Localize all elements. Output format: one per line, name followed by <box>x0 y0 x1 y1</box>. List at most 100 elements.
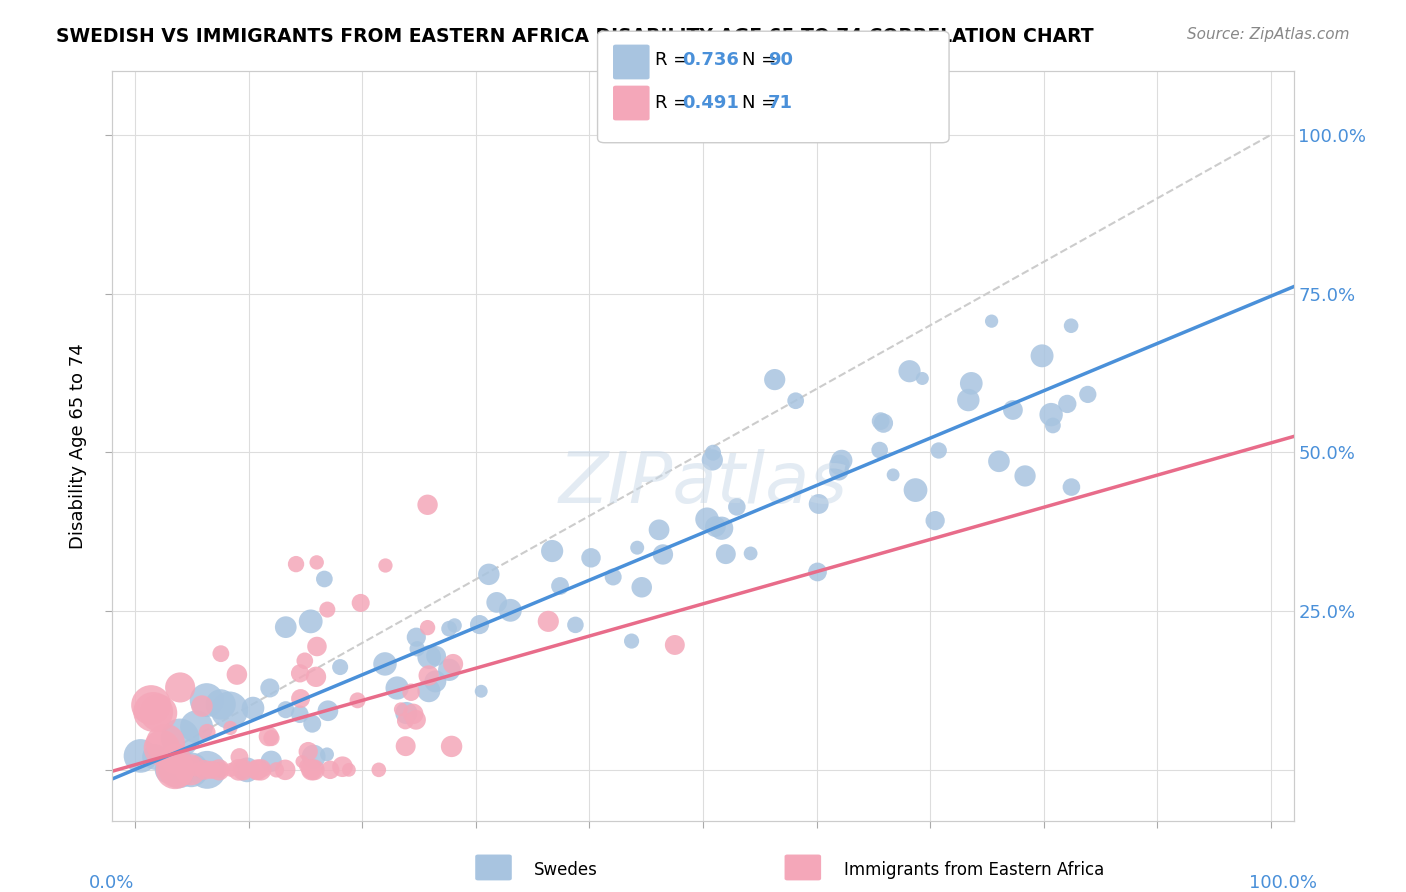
Point <box>425 648 447 663</box>
Point <box>209 763 232 777</box>
Point <box>957 392 980 407</box>
Point <box>249 763 271 777</box>
Point <box>416 498 439 512</box>
Point <box>406 641 429 656</box>
Point <box>443 618 465 632</box>
Point <box>290 691 312 706</box>
Point <box>402 706 425 721</box>
Point <box>346 693 368 707</box>
Point <box>468 617 491 632</box>
Point <box>305 640 328 654</box>
Point <box>399 685 422 699</box>
Point <box>648 523 671 537</box>
Point <box>157 763 180 777</box>
Point <box>395 706 418 720</box>
Point <box>924 514 946 528</box>
Point <box>228 763 250 777</box>
Point <box>1014 469 1036 483</box>
Point <box>219 763 242 777</box>
Point <box>295 759 318 773</box>
Point <box>150 741 173 756</box>
Point <box>831 453 853 467</box>
Point <box>869 443 891 458</box>
Point <box>155 736 177 750</box>
Point <box>548 579 571 593</box>
Point <box>209 698 232 712</box>
Point <box>184 763 207 777</box>
Point <box>302 763 325 777</box>
Point <box>195 763 218 777</box>
Point <box>305 670 328 684</box>
Point <box>620 634 643 648</box>
Point <box>247 763 270 777</box>
Text: R =: R = <box>655 94 695 112</box>
Point <box>245 763 267 777</box>
Point <box>253 763 276 777</box>
Point <box>425 674 447 689</box>
Point <box>299 763 322 777</box>
Point <box>704 519 727 533</box>
Point <box>195 693 218 707</box>
Point <box>236 763 259 777</box>
Point <box>180 763 202 777</box>
Point <box>259 681 281 695</box>
Point <box>274 763 297 777</box>
Point <box>163 763 186 777</box>
Point <box>1042 418 1064 433</box>
Point <box>167 763 190 777</box>
Point <box>440 739 463 754</box>
Point <box>564 618 586 632</box>
Text: Immigrants from Eastern Africa: Immigrants from Eastern Africa <box>844 861 1104 879</box>
Point <box>285 557 308 571</box>
Point <box>416 621 439 635</box>
Point <box>225 667 247 681</box>
Point <box>180 763 202 777</box>
Text: ZIPatlas: ZIPatlas <box>558 449 848 518</box>
Text: 0.491: 0.491 <box>682 94 738 112</box>
Point <box>470 684 492 698</box>
Point <box>169 731 191 745</box>
Point <box>181 756 204 771</box>
Point <box>228 750 250 764</box>
Point <box>882 467 904 482</box>
Point <box>299 615 322 629</box>
Text: 90: 90 <box>768 51 793 69</box>
Point <box>316 602 339 616</box>
Point <box>294 654 316 668</box>
Point <box>405 630 427 644</box>
Point <box>725 500 748 514</box>
Point <box>374 657 396 671</box>
Text: Swedes: Swedes <box>534 861 598 879</box>
Point <box>169 681 191 695</box>
Point <box>1001 403 1024 417</box>
Point <box>260 731 283 745</box>
Point <box>200 763 222 777</box>
Point <box>418 650 440 665</box>
Point <box>1056 397 1078 411</box>
Point <box>696 512 718 526</box>
Point <box>274 620 297 634</box>
Text: N =: N = <box>742 51 782 69</box>
Point <box>187 763 209 777</box>
Point <box>193 763 215 777</box>
Text: 71: 71 <box>768 94 793 112</box>
Point <box>869 414 891 428</box>
Point <box>987 454 1010 468</box>
Point <box>395 739 418 753</box>
Point <box>898 364 921 378</box>
Point <box>928 443 950 458</box>
Point <box>316 704 339 718</box>
Point <box>418 668 440 682</box>
Point <box>1060 318 1083 333</box>
Point <box>872 416 894 430</box>
Point <box>478 567 501 582</box>
Point <box>602 570 624 584</box>
Point <box>441 657 464 671</box>
Point <box>389 702 412 716</box>
Point <box>195 725 218 739</box>
Point <box>200 763 222 777</box>
Point <box>980 314 1002 328</box>
Point <box>314 572 336 586</box>
Point <box>242 701 264 715</box>
Point <box>337 763 360 777</box>
